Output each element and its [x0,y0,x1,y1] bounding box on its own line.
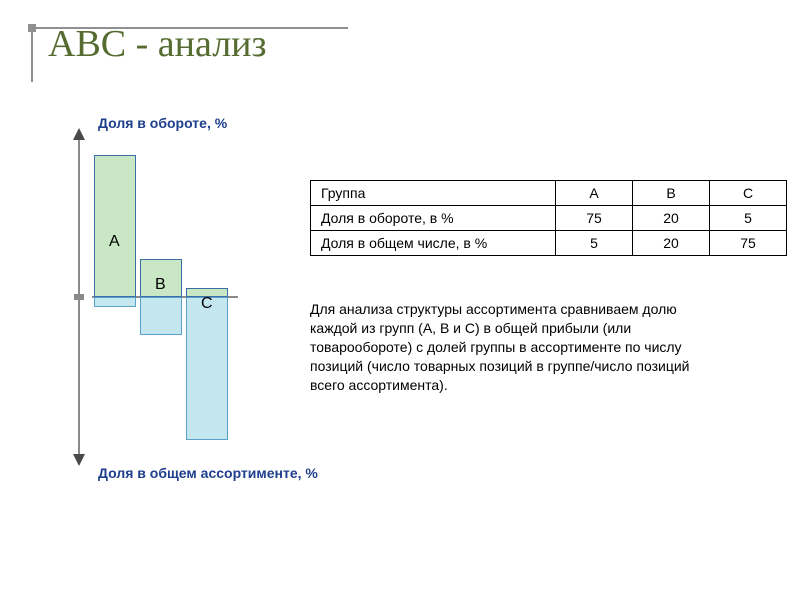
keyline-vert [31,32,33,82]
abc-chart: A B C [60,132,280,462]
bar-label-a: A [109,233,120,251]
page-title: АВС - анализ [48,22,267,66]
slide-root: АВС - анализ Доля в обороте, % Доля в об… [0,0,800,600]
table-cell: 75 [710,231,787,256]
table-cell: 5 [710,206,787,231]
bar-bottom-b [140,297,182,335]
arrow-up-icon [73,128,85,140]
table-header-В: В [633,181,710,206]
axis-label-bottom: Доля в общем ассортименте, % [98,465,318,481]
axis-mid-tick [74,294,84,300]
table-cell: 5 [556,231,633,256]
axis-label-top: Доля в обороте, % [98,115,227,131]
bar-top-a [94,155,136,298]
description-text: Для анализа структуры ассортимента сравн… [310,300,705,394]
table-row: Доля в обороте, в %75205 [311,206,787,231]
table-header-С: С [710,181,787,206]
table-cell: 75 [556,206,633,231]
bar-label-c: C [201,295,213,313]
table-header-А: А [556,181,633,206]
arrow-down-icon [73,454,85,466]
table-cell: Доля в общем числе, в % [311,231,556,256]
bar-label-b: B [155,276,166,294]
abc-table: ГруппаАВСДоля в обороте, в %75205Доля в … [310,180,787,256]
bar-bottom-c [186,297,228,440]
keyline-square [28,24,36,32]
table-cell: 20 [633,231,710,256]
table-cell: 20 [633,206,710,231]
bar-bottom-a [94,297,136,307]
table-row: Доля в общем числе, в %52075 [311,231,787,256]
table-header-group: Группа [311,181,556,206]
table-cell: Доля в обороте, в % [311,206,556,231]
